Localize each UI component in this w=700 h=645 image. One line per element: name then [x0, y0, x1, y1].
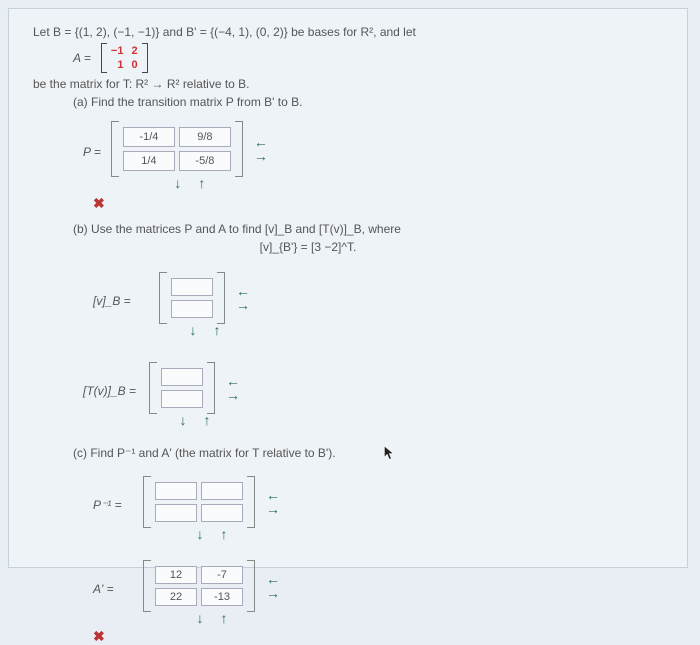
intro2-text: be the matrix for T: R² → R² relative to…	[33, 77, 250, 91]
part-b-given: [v]_{B'} = [3 −2]^T.	[0, 240, 663, 254]
arrow-up-icon[interactable]: ↑	[199, 416, 215, 424]
matrix-A-definition: A = −1 2 1 0	[73, 43, 663, 73]
matrix-P-row: P = -1/4 9/8 1/4 -5/8 ← →	[83, 113, 663, 191]
TvB-label: [T(v)]_B =	[83, 384, 139, 398]
intro-line: Let B = {(1, 2), (−1, −1)} and B' = {(−4…	[33, 25, 663, 39]
arrow-left-icon[interactable]: ←	[225, 377, 241, 385]
Aprime-00[interactable]: 12	[155, 566, 197, 584]
arrow-up-icon[interactable]: ↑	[216, 614, 232, 622]
P-cell-00[interactable]: -1/4	[123, 127, 175, 147]
Pinv-00[interactable]	[155, 482, 197, 500]
A-10: 1	[111, 59, 124, 71]
arrow-left-icon[interactable]: ←	[265, 575, 281, 583]
arrow-left-icon[interactable]: ←	[253, 138, 269, 146]
Pinv-input: ← → ↓ ↑	[143, 476, 281, 538]
part-b-text: (b) Use the matrices P and A to find [v]…	[73, 222, 401, 236]
arrow-right-icon[interactable]: →	[265, 589, 281, 597]
P-label: P =	[83, 145, 101, 159]
A-11: 0	[131, 59, 137, 71]
matrix-P-input: -1/4 9/8 1/4 -5/8 ← → ↓ ↑	[111, 121, 269, 187]
vB-row: [v]_B = ← → ↓ ↑	[93, 264, 663, 338]
vB-cell-0[interactable]	[171, 278, 213, 296]
Pinv-10[interactable]	[155, 504, 197, 522]
Aprime-row: A' = 12 -7 22 -13 ← →	[93, 552, 663, 626]
part-c-prompt: (c) Find P⁻¹ and A' (the matrix for T re…	[73, 446, 663, 460]
part-a-prompt: (a) Find the transition matrix P from B'…	[73, 95, 663, 109]
arrow-up-icon[interactable]: ↑	[209, 326, 225, 334]
arrow-left-icon[interactable]: ←	[265, 491, 281, 499]
matrix-A: −1 2 1 0	[101, 43, 148, 73]
vB-cell-1[interactable]	[171, 300, 213, 318]
vBprime-text: [v]_{B'} = [3 −2]^T.	[260, 240, 357, 254]
arrow-up-icon[interactable]: ↑	[216, 530, 232, 538]
Pinv-label: P⁻¹ =	[93, 498, 133, 512]
A-01: 2	[131, 45, 137, 57]
arrow-right-icon[interactable]: →	[235, 301, 251, 309]
P-cell-11[interactable]: -5/8	[179, 151, 231, 171]
A-00: −1	[111, 45, 124, 57]
vB-input: ← → ↓ ↑	[159, 272, 251, 334]
vB-label: [v]_B =	[93, 294, 149, 308]
arrow-down-icon[interactable]: ↓	[192, 530, 208, 538]
Pinv-row: P⁻¹ = ← → ↓	[93, 468, 663, 542]
cursor-icon	[383, 444, 397, 462]
arrow-down-icon[interactable]: ↓	[185, 326, 201, 334]
Aprime-10[interactable]: 22	[155, 588, 197, 606]
wrong-mark-icon: ✖	[93, 195, 663, 212]
A-label: A =	[73, 51, 91, 65]
Aprime-input: 12 -7 22 -13 ← → ↓ ↑	[143, 560, 281, 622]
Aprime-11[interactable]: -13	[201, 588, 243, 606]
arrow-up-icon[interactable]: ↑	[194, 179, 210, 187]
Aprime-01[interactable]: -7	[201, 566, 243, 584]
intro-text: Let B = {(1, 2), (−1, −1)} and B' = {(−4…	[33, 25, 416, 39]
arrow-right-icon[interactable]: →	[225, 391, 241, 399]
arrow-down-icon[interactable]: ↓	[192, 614, 208, 622]
TvB-cell-0[interactable]	[161, 368, 203, 386]
arrow-left-icon[interactable]: ←	[235, 287, 251, 295]
part-a-text: (a) Find the transition matrix P from B'…	[73, 95, 302, 109]
arrow-down-icon[interactable]: ↓	[170, 179, 186, 187]
part-c-text: (c) Find P⁻¹ and A' (the matrix for T re…	[73, 446, 336, 460]
Pinv-01[interactable]	[201, 482, 243, 500]
arrow-right-icon[interactable]: →	[265, 505, 281, 513]
intro2-line: be the matrix for T: R² → R² relative to…	[33, 77, 663, 91]
arrow-right-icon[interactable]: →	[253, 152, 269, 160]
Pinv-11[interactable]	[201, 504, 243, 522]
wrong-mark-icon: ✖	[93, 628, 663, 645]
P-cell-10[interactable]: 1/4	[123, 151, 175, 171]
Aprime-label: A' =	[93, 582, 133, 596]
arrow-down-icon[interactable]: ↓	[175, 416, 191, 424]
worksheet-panel: Let B = {(1, 2), (−1, −1)} and B' = {(−4…	[8, 8, 688, 568]
TvB-cell-1[interactable]	[161, 390, 203, 408]
TvB-row: [T(v)]_B = ← → ↓ ↑	[83, 354, 663, 428]
part-b-prompt: (b) Use the matrices P and A to find [v]…	[73, 222, 663, 236]
TvB-input: ← → ↓ ↑	[149, 362, 241, 424]
P-cell-01[interactable]: 9/8	[179, 127, 231, 147]
